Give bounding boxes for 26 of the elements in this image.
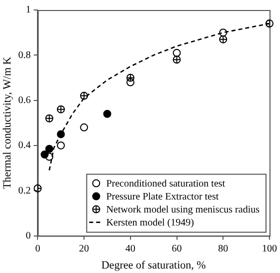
- legend-label: Kersten model (1949): [106, 217, 194, 228]
- point: [45, 144, 54, 153]
- y-tick-label: 0.6: [18, 94, 31, 106]
- x-tick-label: 100: [262, 243, 277, 254]
- x-tick-label: 20: [79, 243, 90, 254]
- y-tick-label: 0: [26, 230, 31, 242]
- point: [56, 105, 65, 114]
- point: [172, 48, 181, 57]
- x-axis-title: Degree of saturation, %: [101, 259, 206, 272]
- x-tick-label: 0: [35, 243, 40, 254]
- point: [40, 150, 49, 159]
- y-tick-label: 1: [26, 4, 31, 16]
- x-tick-label: 80: [218, 243, 228, 254]
- y-axis-title: Thermal conductivity, W/m K: [1, 56, 14, 190]
- x-tick-label: 60: [172, 243, 182, 254]
- point: [80, 123, 88, 132]
- y-tick-label: 0.4: [18, 140, 31, 152]
- x-tick-label: 40: [125, 243, 136, 254]
- point: [126, 74, 134, 82]
- point: [103, 110, 112, 118]
- legend-label: Preconditioned saturation test: [106, 178, 226, 190]
- legend-label: Network model using meniscus radius: [106, 204, 260, 216]
- legend-label: Pressure Plate Extractor test: [106, 191, 219, 202]
- y-tick-label: 0.2: [18, 185, 31, 196]
- point: [56, 141, 65, 150]
- y-tick-label: 0.8: [18, 50, 31, 61]
